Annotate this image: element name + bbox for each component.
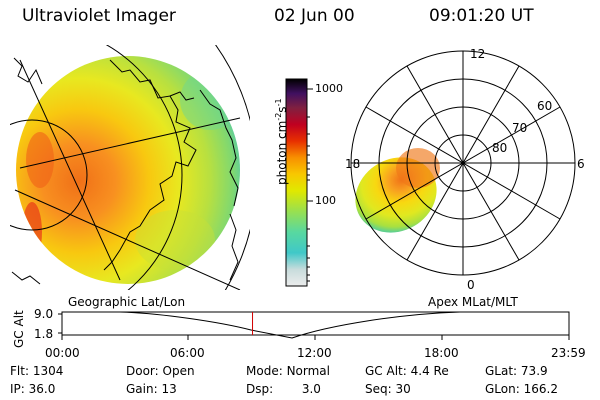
time-tick-1800: 18:00 [424, 346, 459, 360]
gain-field: Gain: 13 [126, 382, 177, 396]
gain-label: Gain: [126, 382, 158, 396]
observation-time: 09:01:20 UT [429, 6, 534, 26]
mlt-label-6: 6 [577, 157, 585, 171]
gc-alt-ytick-top: 9.0 [34, 307, 54, 321]
flt-value: 1304 [32, 364, 64, 378]
gc-alt-label: GC Alt: [365, 364, 407, 378]
magnetic-panel-label: Apex MLat/MLT [428, 295, 518, 309]
geographic-panel-label: Geographic Lat/Lon [68, 295, 186, 309]
seq-field: Seq: 30 [365, 382, 411, 396]
gc-alt-value: 4.4 Re [410, 364, 449, 378]
gc-alt-ylabel: GC Alt [12, 310, 26, 348]
door-value: Open [162, 364, 195, 378]
mlat-label-70: 70 [512, 121, 528, 135]
mlat-label-80: 80 [492, 141, 508, 155]
dsp-field: Dsp: 3.0 [246, 382, 321, 396]
mode-label: Mode: [246, 364, 283, 378]
dsp-value: 3.0 [301, 382, 321, 396]
glat-label: GLat: [485, 364, 518, 378]
colorbar-tick-1000: 1000 [315, 82, 343, 95]
colorbar-label-exp2: -1 [274, 98, 283, 107]
glon-field: GLon: 166.2 [485, 382, 558, 396]
colorbar [285, 78, 313, 287]
colorbar-label-text: photon cm [275, 120, 289, 185]
colorbar-label: photon cm-2s-1 [272, 98, 289, 185]
flt-label: Flt: [10, 364, 29, 378]
glat-field: GLat: 73.9 [485, 364, 548, 378]
gain-value: 13 [161, 382, 177, 396]
mlat-label-60: 60 [537, 99, 553, 113]
dsp-label: Dsp: [246, 382, 274, 396]
time-tick-0600: 06:00 [170, 346, 205, 360]
seq-value: 30 [395, 382, 411, 396]
mlt-label-18: 18 [345, 157, 361, 171]
ip-value: 36.0 [28, 382, 56, 396]
seq-label: Seq: [365, 382, 392, 396]
glon-label: GLon: [485, 382, 520, 396]
colorbar-label-mid: s [275, 106, 289, 113]
geographic-grid [10, 45, 250, 290]
observation-date: 02 Jun 00 [274, 6, 355, 26]
gc-alt-plot [58, 311, 570, 340]
mode-value: Normal [286, 364, 330, 378]
mlt-label-0: 0 [467, 278, 475, 292]
instrument-title: Ultraviolet Imager [22, 6, 176, 26]
time-tick-2359: 23:59 [551, 346, 586, 360]
time-tick-1200: 12:00 [297, 346, 332, 360]
colorbar-tick-100: 100 [315, 194, 336, 207]
ip-field: IP: 36.0 [10, 382, 55, 396]
door-label: Door: [126, 364, 159, 378]
colorbar-label-exp1: -2 [274, 112, 283, 121]
flt-field: Flt: 1304 [10, 364, 63, 378]
glon-value: 166.2 [523, 382, 558, 396]
mode-field: Mode: Normal [246, 364, 330, 378]
polar-plot [350, 50, 576, 276]
gc-alt-field: GC Alt: 4.4 Re [365, 364, 449, 378]
glat-value: 73.9 [520, 364, 548, 378]
gc-alt-ytick-bottom: 1.8 [34, 327, 54, 341]
time-tick-0000: 00:00 [45, 346, 80, 360]
mlt-label-12: 12 [470, 47, 486, 61]
door-field: Door: Open [126, 364, 195, 378]
ip-label: IP: [10, 382, 25, 396]
uv-earth-image [16, 56, 240, 284]
